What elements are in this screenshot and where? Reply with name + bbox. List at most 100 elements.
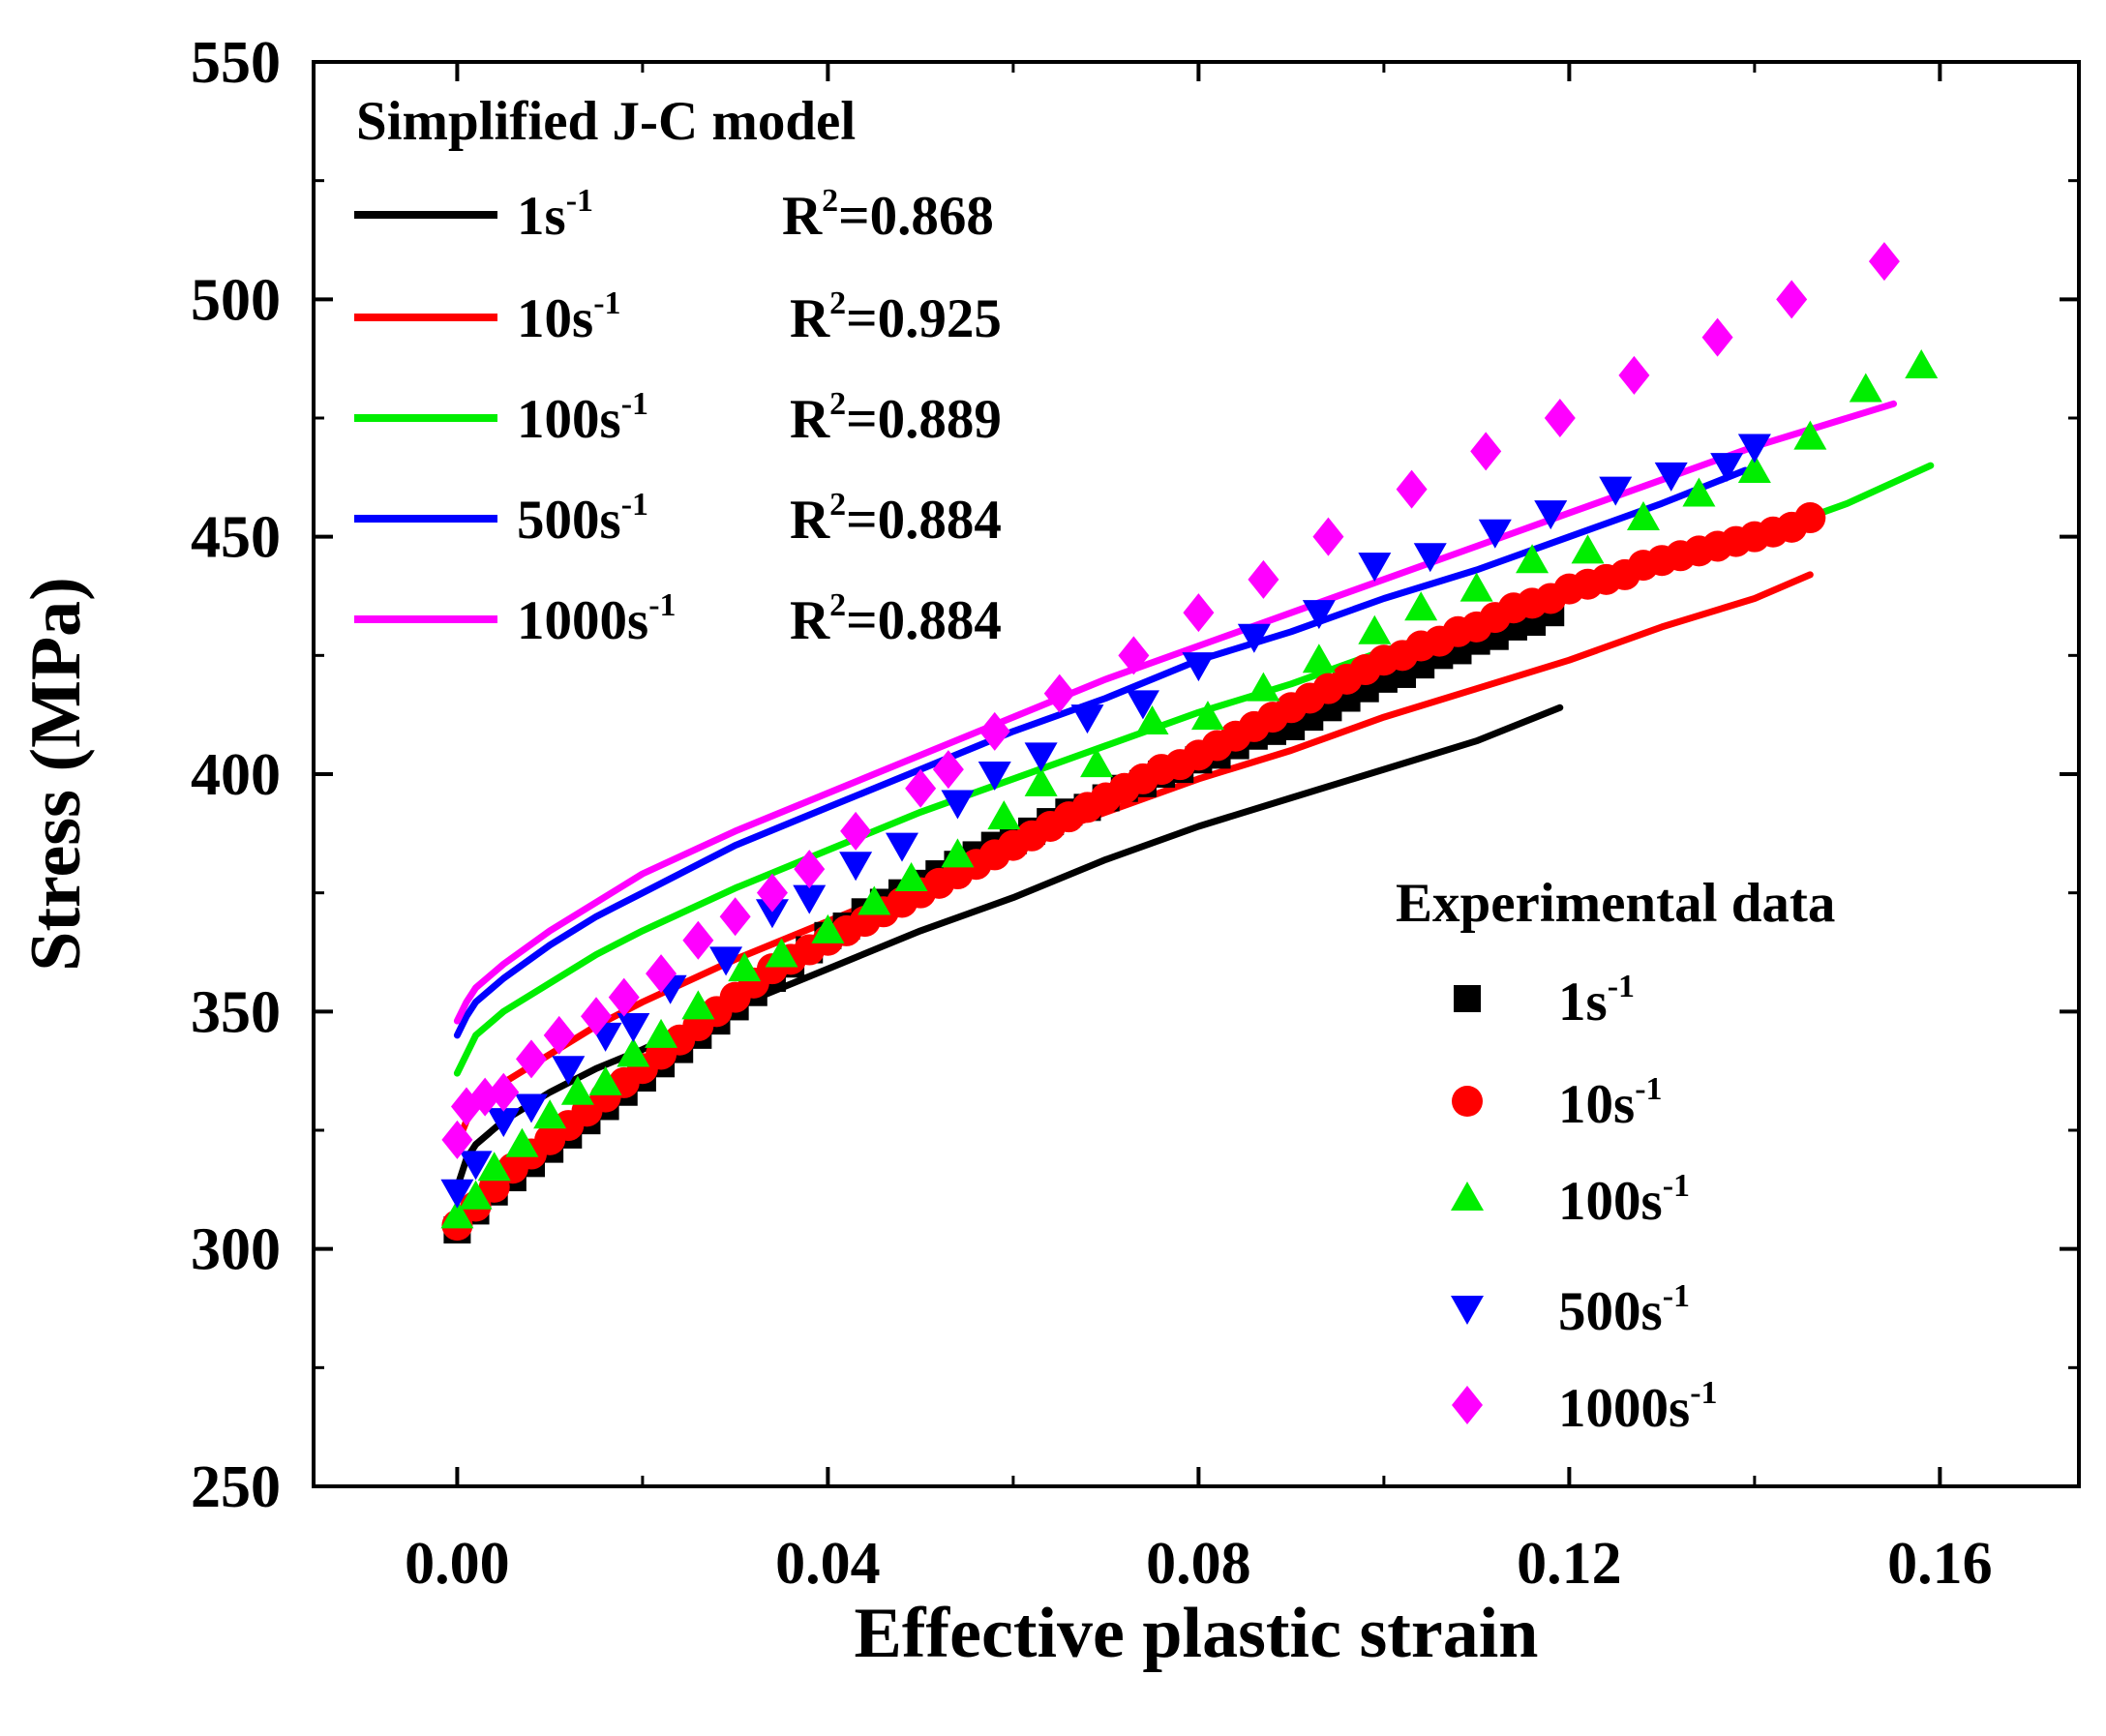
data-point (1312, 517, 1344, 556)
data-point (987, 800, 1021, 830)
data-point (894, 861, 928, 891)
legend-r2-label: R2=0.868 (782, 183, 994, 247)
data-point (1793, 420, 1827, 450)
data-point (1118, 636, 1150, 675)
data-point (1776, 280, 1808, 319)
x-tick-label: 0.00 (405, 1531, 510, 1597)
data-point (543, 1015, 575, 1055)
data-point (1404, 591, 1438, 621)
axis-ticks: 0.00 0.04 0.08 0.12 0.16 250 300 350 400 450 500 55… (191, 30, 2079, 1597)
y-tick-label: 250 (191, 1454, 281, 1520)
data-point (1135, 705, 1169, 735)
data-point (441, 1120, 473, 1159)
data-point (794, 850, 826, 889)
data-point (886, 832, 918, 862)
y-tick-label: 350 (191, 979, 281, 1045)
y-axis-title: Stress (MPa) (16, 577, 96, 972)
data-point (1905, 349, 1939, 379)
experimental-markers (440, 242, 1939, 1244)
x-tick-label: 0.04 (775, 1531, 881, 1597)
data-point (533, 1099, 567, 1129)
data-point (1478, 519, 1512, 549)
data-point (1516, 544, 1549, 574)
data-point (941, 838, 975, 868)
data-point (1183, 593, 1215, 633)
model-legend: 1s-1 R2=0.868 10s-1 R2=0.925 100s-1 R2=0.889 5… (354, 183, 1002, 651)
data-point (1182, 652, 1216, 682)
data-point (1358, 553, 1392, 583)
y-tick-label: 300 (191, 1217, 281, 1283)
data-point (905, 768, 937, 808)
legend-rate-label: 100s-1 (1558, 1168, 1690, 1232)
data-point (1247, 672, 1280, 702)
legend-rate-label: 1000s-1 (1558, 1375, 1718, 1439)
data-point (617, 1013, 650, 1043)
data-point (1070, 704, 1104, 734)
data-point (765, 938, 798, 968)
data-point (1618, 355, 1650, 395)
y-tick-label: 500 (191, 267, 281, 333)
x-tick-label: 0.12 (1517, 1531, 1622, 1597)
data-point (839, 852, 873, 882)
data-point (515, 1093, 549, 1123)
data-point (1413, 543, 1447, 573)
data-point (608, 977, 640, 1017)
data-point (719, 897, 751, 937)
y-tick-label: 400 (191, 742, 281, 808)
y-tick-label: 550 (191, 30, 281, 96)
legend-r2-label: R2=0.884 (790, 587, 1002, 651)
data-point (1534, 500, 1568, 530)
data-point (488, 1072, 520, 1112)
data-point (459, 1180, 493, 1210)
legend-rate-label: 500s-1 (517, 487, 648, 551)
model-legend-title: Simplified J-C model (356, 91, 856, 152)
x-tick-label: 0.08 (1146, 1531, 1251, 1597)
data-point (1080, 748, 1114, 778)
data-point (1868, 242, 1900, 282)
data-point (1126, 690, 1159, 720)
data-point (1459, 572, 1493, 602)
data-point (755, 899, 789, 929)
legend-marker-swatch (1452, 1086, 1483, 1117)
data-point (978, 762, 1011, 791)
experimental-legend: 1s-1 10s-1 100s-1 500s-1 1000s-1 (1451, 969, 1718, 1439)
data-point (1358, 614, 1392, 644)
data-point (1043, 673, 1075, 713)
data-point (617, 1037, 650, 1067)
data-point (728, 952, 762, 982)
data-point (459, 1151, 493, 1181)
data-point (941, 790, 975, 820)
x-tick-label: 0.16 (1887, 1531, 1993, 1597)
legend-r2-label: R2=0.884 (790, 487, 1002, 551)
legend-rate-label: 500s-1 (1558, 1278, 1690, 1342)
data-point (1024, 766, 1058, 796)
x-axis-title: Effective plastic strain (855, 1594, 1539, 1673)
data-point (516, 1039, 548, 1079)
data-point (1737, 453, 1771, 483)
model-line (453, 466, 1749, 1039)
model-line (453, 703, 1564, 1191)
data-point (932, 750, 964, 790)
data-point (682, 920, 714, 960)
data-point (1682, 477, 1716, 507)
legend-marker-swatch (1454, 985, 1481, 1012)
data-point (1701, 317, 1733, 357)
data-point (1571, 534, 1605, 564)
data-point (1396, 469, 1428, 509)
data-point (1737, 434, 1771, 464)
legend-rate-label: 10s-1 (517, 285, 621, 349)
model-curves (453, 400, 1935, 1191)
data-point (440, 1199, 474, 1229)
data-point (1237, 623, 1271, 653)
data-point (756, 873, 788, 913)
data-point (560, 1075, 594, 1105)
data-point (978, 711, 1010, 751)
legend-rate-label: 10s-1 (1558, 1071, 1663, 1135)
legend-rate-label: 100s-1 (517, 386, 648, 450)
data-point (1626, 501, 1660, 531)
data-point (552, 1056, 586, 1086)
data-point (588, 1065, 622, 1095)
data-point (1302, 644, 1336, 673)
plot-frame (312, 60, 2081, 1488)
